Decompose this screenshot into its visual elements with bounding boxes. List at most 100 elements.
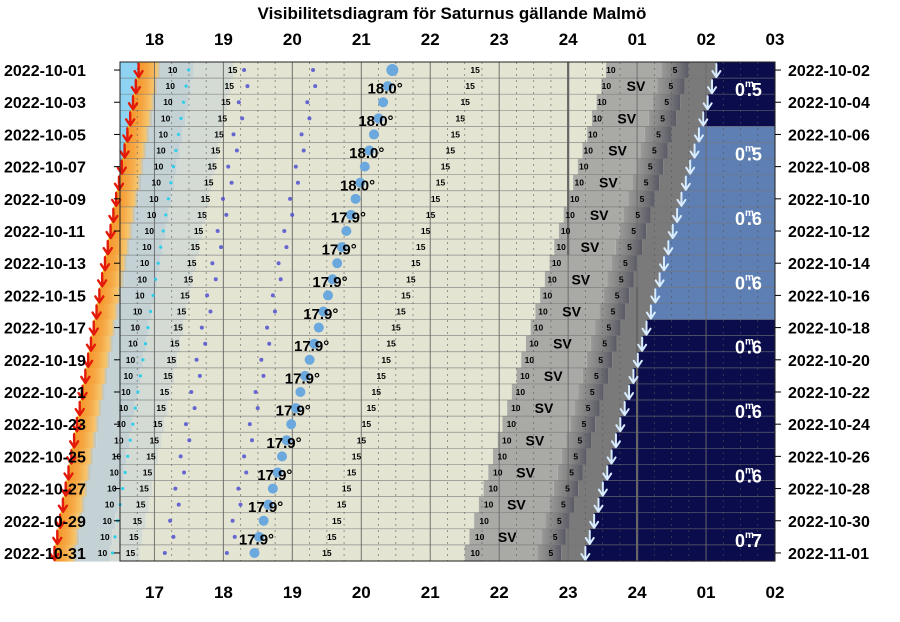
nautical-band <box>151 303 187 321</box>
altitude-contour-label: 15 <box>190 242 200 252</box>
blue-twilight-band <box>135 206 169 224</box>
track-dot <box>203 341 208 346</box>
planet-set-band <box>633 367 775 385</box>
altitude-contour-label: 5 <box>606 323 611 333</box>
left-date-label: 2022-10-25 <box>4 449 86 466</box>
horizon-band <box>616 335 643 353</box>
night-sky-band <box>177 351 522 369</box>
blue-twilight-band <box>160 62 194 79</box>
low-altitude-band <box>591 110 649 127</box>
direction-label: SV <box>544 368 563 384</box>
twilight-dot <box>166 197 170 201</box>
planet-set-band <box>607 464 775 482</box>
planet-set-band <box>703 110 775 127</box>
left-date-label: 2022-10-17 <box>4 321 86 338</box>
direction-label: SV <box>608 143 627 159</box>
horizon-band <box>637 255 664 272</box>
twilight-band <box>90 335 113 353</box>
track-dot <box>247 422 252 427</box>
set-arrow <box>606 449 617 465</box>
culmination-dot <box>304 354 315 365</box>
altitude-contour-label: 5 <box>648 162 653 172</box>
low-altitude-band <box>493 448 562 466</box>
track-dot <box>173 486 178 491</box>
set-arrow <box>628 368 639 384</box>
twilight-band <box>88 351 111 369</box>
direction-label: SV <box>581 239 600 255</box>
altitude-contour-label: 15 <box>372 387 382 397</box>
nautical-band <box>120 480 153 498</box>
nautical-band <box>115 512 146 530</box>
set-arrow <box>632 352 643 368</box>
right-date-label: 2022-10-24 <box>788 417 870 434</box>
track-dot <box>231 132 236 137</box>
twilight-band <box>71 448 94 466</box>
twilight-dot <box>159 245 163 249</box>
horizon-band <box>603 383 630 401</box>
altitude-contour-label: 15 <box>411 258 421 268</box>
culmination-dot <box>254 531 265 542</box>
sunset-arrow <box>108 207 119 224</box>
altitude-contour-label: 10 <box>100 532 110 542</box>
horizon-band <box>659 174 686 192</box>
track-dot <box>307 116 312 121</box>
altitude-contour-label: 15 <box>214 129 224 139</box>
twilight-band <box>82 383 105 401</box>
altitude-contour-label: 10 <box>159 129 169 139</box>
direction-label: SV <box>516 464 535 480</box>
low-altitude-band <box>554 239 616 256</box>
twilight-band <box>110 222 133 240</box>
very-low-altitude-band <box>545 512 570 530</box>
horizon-band <box>654 190 682 208</box>
nautical-band <box>157 271 193 288</box>
altitude-contour-label: 15 <box>133 516 143 526</box>
right-date-label: 2022-10-08 <box>788 160 870 177</box>
max-altitude-label: 17.9° <box>303 306 338 323</box>
max-altitude-label: 17.9° <box>239 531 274 548</box>
altitude-contour-label: 10 <box>498 451 508 461</box>
twilight-band <box>124 142 147 160</box>
top-axis-tick-label: 03 <box>766 30 785 49</box>
planet-set-band <box>646 319 775 337</box>
altitude-contour-label: 10 <box>166 81 176 91</box>
altitude-contour-label: 5 <box>664 97 669 107</box>
max-altitude-label: 17.9° <box>257 467 292 484</box>
magnitude-label: 0m.5 <box>735 79 762 100</box>
altitude-contour-label: 10 <box>470 548 480 558</box>
altitude-contour-label: 15 <box>170 339 180 349</box>
horizon-band <box>646 222 673 240</box>
culmination-dot <box>359 161 370 172</box>
blue-twilight-band <box>115 319 149 337</box>
set-arrow <box>637 336 648 352</box>
twilight-dot <box>154 277 158 281</box>
twilight-dot <box>133 406 137 410</box>
track-dot <box>253 389 258 394</box>
twilight-band <box>62 496 85 514</box>
altitude-contour-label: 15 <box>332 516 342 526</box>
night-sky-band <box>202 222 559 240</box>
set-arrow <box>593 497 604 513</box>
altitude-contour-label: 5 <box>644 178 649 188</box>
altitude-contour-label: 15 <box>228 65 238 75</box>
left-date-label: 2022-10-05 <box>4 127 86 144</box>
very-low-altitude-band <box>557 464 583 482</box>
track-dot <box>299 132 304 137</box>
track-dot <box>178 454 183 459</box>
altitude-contour-label: 10 <box>475 532 485 542</box>
twilight-dot <box>169 181 173 185</box>
sunset-arrow <box>82 352 94 369</box>
altitude-contour-label: 5 <box>598 355 603 365</box>
very-low-altitude-band <box>652 94 681 111</box>
direction-label: SV <box>627 78 646 94</box>
night-sky-band <box>199 239 555 256</box>
sunset-arrow <box>113 175 125 191</box>
sunset-arrow <box>77 384 88 401</box>
nautical-band <box>140 367 175 385</box>
culmination-dot <box>355 177 366 188</box>
very-low-altitude-band <box>611 255 638 272</box>
very-low-altitude-band <box>595 319 621 337</box>
blue-twilight-band <box>149 126 183 144</box>
track-dot <box>182 470 187 475</box>
sunset-arrow <box>99 255 111 272</box>
altitude-contour-label: 5 <box>631 226 636 236</box>
